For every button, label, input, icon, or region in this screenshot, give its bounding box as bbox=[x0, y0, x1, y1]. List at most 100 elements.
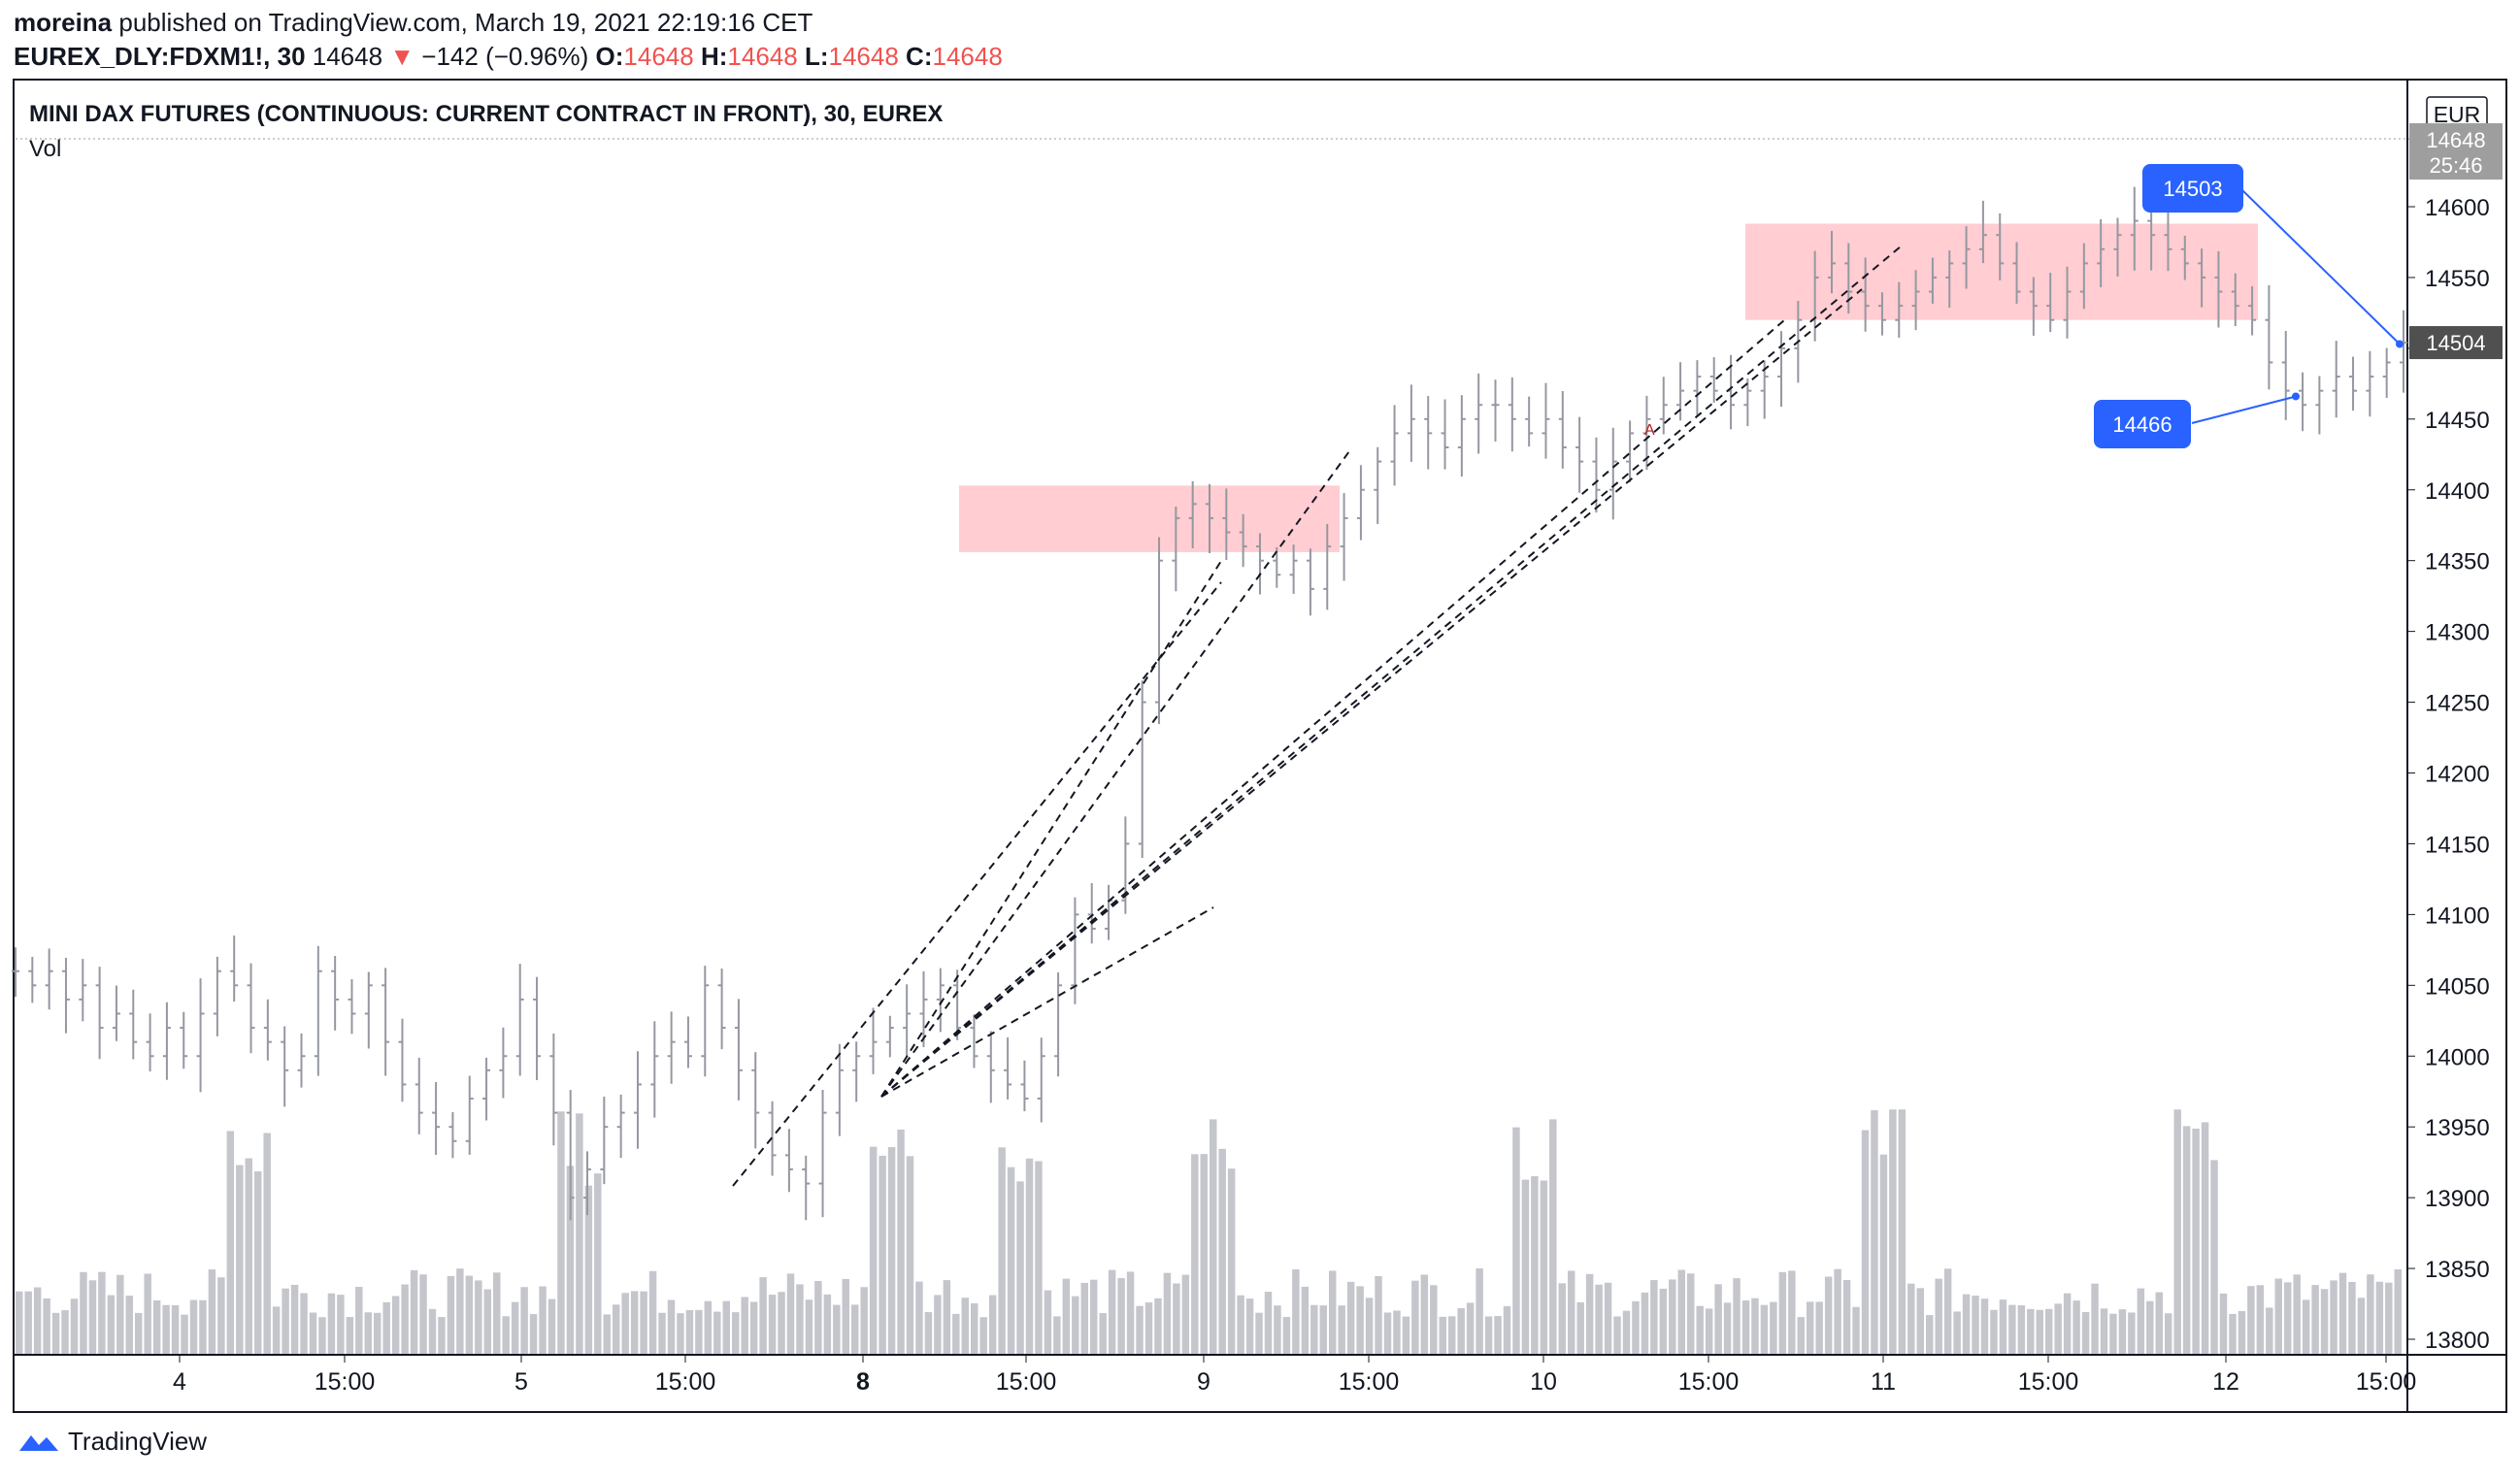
resistance-zone bbox=[1745, 223, 2258, 320]
volume-bar bbox=[1898, 1109, 1907, 1354]
price-axis: 13800 13850 13900 13950 14000 14050 14100 14150… bbox=[2407, 96, 2490, 1354]
volume-bar bbox=[1972, 1296, 1979, 1354]
footer-brand: TradingView bbox=[68, 1427, 208, 1456]
volume-bar bbox=[327, 1293, 336, 1354]
footer-logo[interactable]: TradingView bbox=[17, 1427, 207, 1457]
volume-bar bbox=[805, 1299, 813, 1354]
volume-bar bbox=[1723, 1302, 1732, 1354]
volume-bar bbox=[1999, 1299, 2007, 1354]
marker-a: A bbox=[1644, 422, 1655, 439]
volume-bar bbox=[520, 1287, 528, 1354]
low-value: 14648 bbox=[828, 42, 899, 71]
price-tick-label: 14150 bbox=[2425, 832, 2490, 858]
countdown-tag-text: 25:46 bbox=[2429, 153, 2482, 178]
resistance-zone bbox=[959, 485, 1340, 552]
volume-bar bbox=[282, 1288, 289, 1354]
volume-bar bbox=[2293, 1274, 2301, 1354]
volume-bar bbox=[823, 1294, 832, 1354]
volume-bar bbox=[998, 1147, 1006, 1354]
volume-bar bbox=[1962, 1294, 1971, 1354]
volume-bar bbox=[1943, 1268, 1952, 1354]
callout-box bbox=[2142, 164, 2243, 213]
volume-bar bbox=[1990, 1309, 1998, 1354]
volume-bar bbox=[2266, 1307, 2273, 1354]
volume-bar bbox=[511, 1301, 519, 1354]
volume-bar bbox=[1512, 1127, 1520, 1354]
volume-bar bbox=[2338, 1272, 2347, 1354]
volume-bar bbox=[732, 1312, 740, 1354]
author-name: moreina bbox=[14, 8, 113, 37]
callout-box bbox=[2094, 400, 2191, 448]
price-tick-label: 14350 bbox=[2425, 549, 2490, 575]
volume-bar bbox=[1852, 1306, 1860, 1354]
volume-bar bbox=[879, 1155, 886, 1354]
high-label: H: bbox=[700, 42, 728, 71]
volume-bar bbox=[566, 1166, 575, 1354]
time-tick-label: 8 bbox=[856, 1368, 870, 1396]
volume-bar bbox=[603, 1314, 611, 1354]
volume-bar bbox=[658, 1312, 666, 1354]
symbol-legend: EUREX_DLY:FDXM1!, 30 14648 ▼ −142 (−0.96… bbox=[14, 42, 1003, 72]
volume-bar bbox=[1053, 1316, 1061, 1354]
volume-bar bbox=[1292, 1268, 1300, 1354]
volume-bar bbox=[648, 1270, 657, 1354]
volume-bar bbox=[667, 1299, 676, 1354]
volume-bar bbox=[374, 1312, 381, 1354]
change-down-icon: ▼ bbox=[389, 42, 415, 71]
volume-bar bbox=[1255, 1312, 1263, 1354]
volume-bar bbox=[2375, 1281, 2384, 1354]
volume-bar bbox=[934, 1295, 942, 1354]
publish-text: published on TradingView.com, March 19, … bbox=[118, 8, 813, 37]
price-tick-label: 14050 bbox=[2425, 973, 2490, 1000]
volume-bar bbox=[428, 1308, 437, 1354]
volume-bar bbox=[2100, 1308, 2108, 1354]
volume-bar bbox=[1356, 1286, 1364, 1354]
volume-bar bbox=[1842, 1279, 1851, 1354]
volume-bar bbox=[952, 1313, 960, 1354]
volume-bar bbox=[1154, 1298, 1162, 1354]
volume-bar bbox=[1108, 1269, 1116, 1354]
volume-bar bbox=[254, 1171, 262, 1354]
price-tick-label: 13850 bbox=[2425, 1257, 2490, 1283]
volume-bar bbox=[24, 1291, 32, 1354]
chart-frame[interactable] bbox=[13, 79, 2507, 1413]
volume-bar bbox=[1585, 1273, 1594, 1354]
price-tick-label: 14450 bbox=[2425, 408, 2490, 434]
volume-bar bbox=[475, 1280, 482, 1354]
volume-bar bbox=[1411, 1280, 1419, 1354]
volume-bar bbox=[1613, 1316, 1621, 1354]
volume-bar bbox=[1393, 1310, 1401, 1354]
volume-bar bbox=[465, 1275, 474, 1354]
time-tick-label: 15:00 bbox=[2356, 1368, 2417, 1396]
price-tick-label: 13800 bbox=[2425, 1328, 2490, 1354]
volume-bar bbox=[1935, 1278, 1942, 1354]
price-tick-label: 14250 bbox=[2425, 691, 2490, 717]
volume-bar bbox=[1907, 1283, 1915, 1354]
volume-bar bbox=[290, 1284, 299, 1354]
volume-bar bbox=[1430, 1285, 1438, 1354]
volume-bar bbox=[1338, 1305, 1345, 1354]
volume-bar bbox=[1044, 1290, 1052, 1354]
dashed-trendline bbox=[880, 906, 1214, 1098]
volume-bar bbox=[704, 1300, 713, 1354]
volume-bar bbox=[217, 1277, 225, 1354]
volume-bar bbox=[1117, 1278, 1125, 1354]
volume-bar bbox=[1181, 1274, 1190, 1354]
volume-bar bbox=[1916, 1288, 1924, 1354]
volume-bar bbox=[1705, 1308, 1713, 1354]
volume-bar bbox=[1650, 1280, 1658, 1354]
volume-bar bbox=[722, 1300, 730, 1354]
volume-bar bbox=[1568, 1270, 1575, 1354]
volume-bar bbox=[2247, 1286, 2255, 1354]
callout-line bbox=[2191, 395, 2297, 424]
time-tick-label: 9 bbox=[1197, 1368, 1210, 1396]
volume-bar bbox=[483, 1289, 491, 1354]
volume-bar bbox=[1741, 1300, 1750, 1354]
time-tick-label: 10 bbox=[1530, 1368, 1557, 1396]
volume-bar bbox=[1687, 1273, 1695, 1354]
volume-bar bbox=[355, 1287, 363, 1354]
volume-bar bbox=[630, 1291, 639, 1354]
volume-bar bbox=[1604, 1282, 1612, 1354]
